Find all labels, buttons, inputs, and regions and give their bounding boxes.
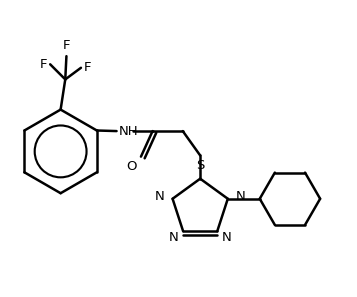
Text: N: N (222, 231, 232, 244)
Text: F: F (63, 39, 70, 52)
Text: F: F (40, 58, 47, 71)
Text: F: F (84, 61, 91, 74)
Text: S: S (197, 159, 205, 172)
Text: N: N (236, 190, 245, 203)
Text: N: N (155, 190, 165, 203)
Text: O: O (126, 159, 137, 173)
Text: NH: NH (119, 124, 139, 138)
Text: N: N (169, 231, 178, 244)
